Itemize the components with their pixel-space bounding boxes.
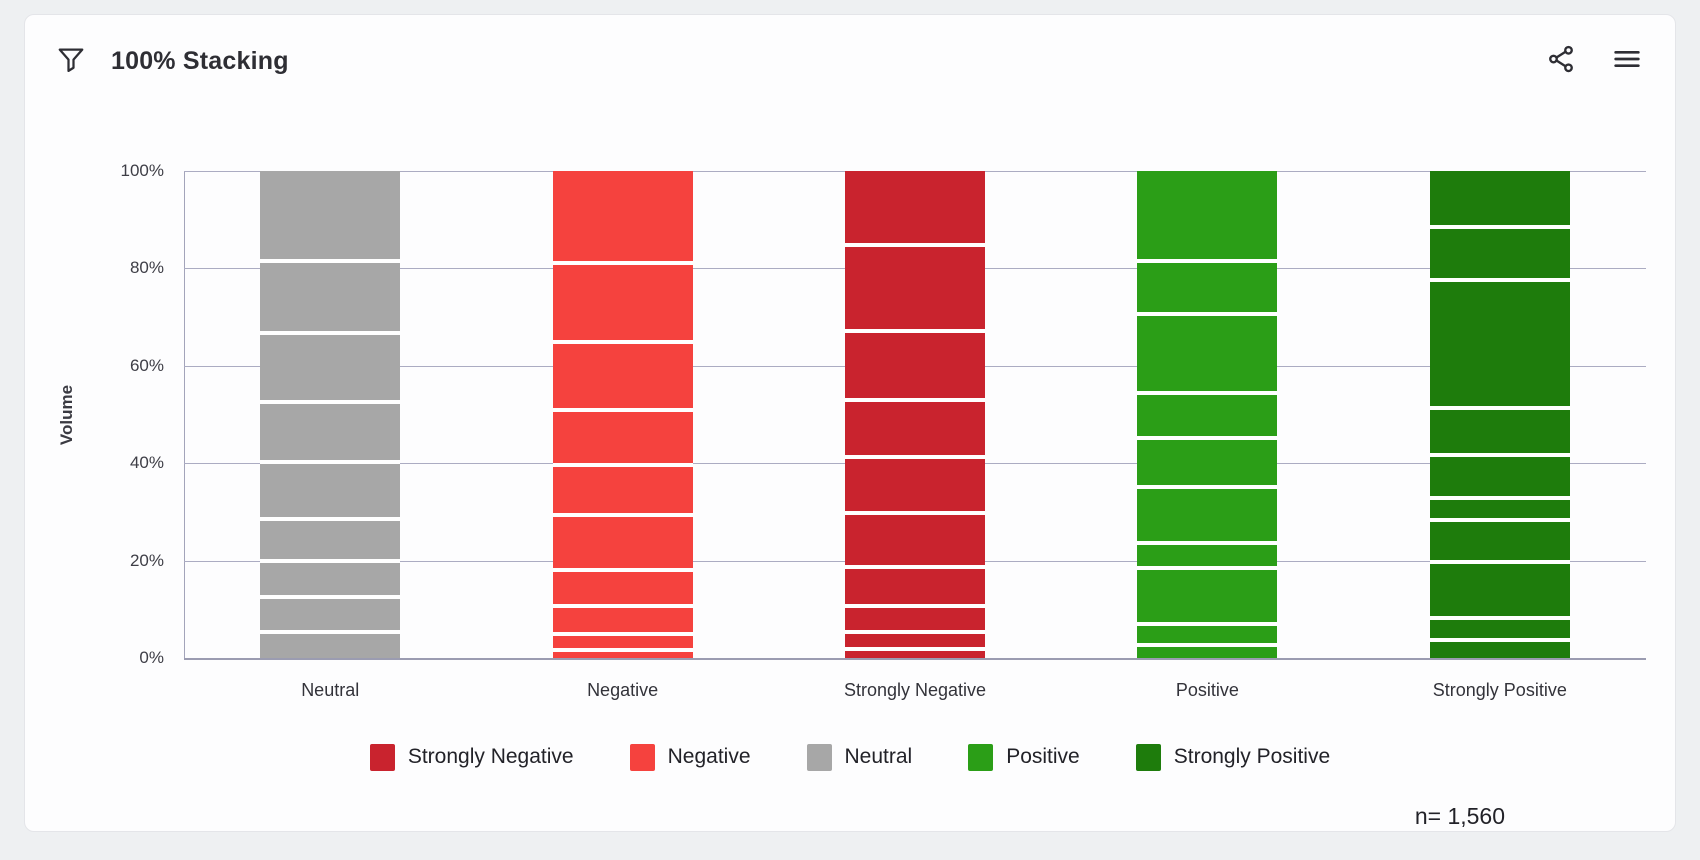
- legend-label: Strongly Negative: [407, 745, 574, 768]
- bar-segment[interactable]: [1429, 641, 1570, 658]
- bar-negative[interactable]: [552, 171, 693, 658]
- bar-segment[interactable]: [552, 467, 693, 517]
- x-axis-label-neutral: Neutral: [301, 680, 360, 700]
- bar-segment[interactable]: [845, 514, 985, 569]
- bar-segment[interactable]: [552, 171, 693, 265]
- bar-neutral[interactable]: [260, 171, 401, 658]
- legend-item-strongly-negative[interactable]: Strongly Negative: [369, 743, 574, 771]
- bar-segment[interactable]: [845, 171, 985, 247]
- legend: Strongly Negative Negative Neutral Positive…: [25, 737, 1675, 777]
- legend-label: Positive: [1006, 745, 1080, 768]
- bar-segment[interactable]: [845, 651, 985, 658]
- legend-label: Negative: [667, 745, 751, 768]
- filter-funnel-icon: [56, 44, 86, 74]
- bar-segment[interactable]: [845, 458, 985, 515]
- legend-swatch: [1135, 743, 1161, 771]
- bar-segment[interactable]: [260, 521, 401, 563]
- bar-segment[interactable]: [1429, 619, 1570, 642]
- bar-segment[interactable]: [260, 599, 401, 635]
- hamburger-menu-icon: [1611, 43, 1643, 75]
- y-axis-line: [184, 171, 185, 658]
- bar-segment[interactable]: [260, 403, 401, 465]
- y-tick-label-20: 20%: [129, 550, 164, 570]
- bar-segment[interactable]: [1137, 439, 1278, 489]
- bar-segment[interactable]: [1429, 456, 1570, 501]
- bar-segment[interactable]: [1137, 263, 1278, 317]
- bar-segment[interactable]: [845, 634, 985, 652]
- bar-segment[interactable]: [552, 607, 693, 637]
- bar-segment[interactable]: [260, 464, 401, 522]
- x-axis-label-strongly-negative: Strongly Negative: [843, 680, 987, 700]
- legend-item-neutral[interactable]: Neutral: [806, 743, 913, 771]
- y-tick-label-100: 100%: [120, 161, 164, 180]
- bar-segment[interactable]: [845, 246, 985, 334]
- legend-swatch: [629, 743, 655, 771]
- bar-segment[interactable]: [260, 335, 401, 404]
- filter-button[interactable]: [53, 41, 89, 77]
- legend-swatch: [369, 743, 395, 771]
- legend-item-positive[interactable]: Positive: [968, 743, 1080, 771]
- bar-strongly-negative[interactable]: [845, 171, 985, 658]
- y-tick-label-0: 0%: [139, 648, 164, 667]
- bar-segment[interactable]: [1429, 522, 1570, 564]
- legend-item-strongly-positive[interactable]: Strongly Positive: [1135, 743, 1331, 771]
- bar-segment[interactable]: [552, 636, 693, 653]
- bar-segment[interactable]: [552, 343, 693, 413]
- bar-segment[interactable]: [1137, 544, 1278, 570]
- x-axis-line: [184, 658, 1646, 660]
- bar-segment[interactable]: [1137, 646, 1278, 658]
- bar-segment[interactable]: [552, 652, 693, 658]
- x-axis-label-negative: Negative: [587, 680, 659, 700]
- bar-segment[interactable]: [552, 571, 693, 608]
- bar-segment[interactable]: [1137, 171, 1278, 264]
- bar-segment[interactable]: [260, 171, 401, 264]
- bar-strongly-positive[interactable]: [1429, 171, 1570, 658]
- bar-segment[interactable]: [845, 333, 985, 402]
- legend-swatch: [968, 743, 994, 771]
- bar-positive[interactable]: [1137, 171, 1278, 658]
- sample-size: n= 1,560: [1414, 803, 1505, 829]
- y-tick-label-80: 80%: [129, 258, 164, 278]
- chart-card: 100% Stacking Volume 0% 20% 40% 60% 80% 100% N…: [24, 14, 1676, 832]
- bar-segment[interactable]: [1429, 171, 1570, 229]
- y-tick-label-40: 40%: [129, 453, 164, 473]
- bar-segment[interactable]: [552, 412, 693, 468]
- bar-segment[interactable]: [260, 562, 401, 599]
- bar-segment[interactable]: [1137, 395, 1278, 440]
- bar-segment[interactable]: [552, 264, 693, 344]
- menu-button[interactable]: [1609, 41, 1645, 77]
- bar-segment[interactable]: [1137, 569, 1278, 626]
- bar-segment[interactable]: [260, 634, 401, 658]
- bar-segment[interactable]: [1429, 410, 1570, 457]
- plot-area: Volume 0% 20% 40% 60% 80% 100% Neutral Negative…: [57, 161, 1646, 700]
- bar-segment[interactable]: [1137, 625, 1278, 647]
- bar-segment[interactable]: [1137, 488, 1278, 545]
- bar-segment[interactable]: [1429, 500, 1570, 523]
- y-axis-title: Volume: [57, 384, 76, 446]
- bar-segment[interactable]: [1429, 228, 1570, 283]
- x-axis-label-positive: Positive: [1175, 680, 1239, 700]
- bar-segment[interactable]: [1429, 282, 1570, 411]
- bar-segment[interactable]: [845, 607, 985, 635]
- page-title: 100% Stacking: [111, 47, 289, 75]
- share-icon: [1546, 44, 1576, 74]
- bar-segment[interactable]: [260, 263, 401, 336]
- bar-segment[interactable]: [845, 401, 985, 459]
- legend-swatch: [806, 743, 832, 771]
- y-tick-label-60: 60%: [129, 355, 164, 375]
- bar-segment[interactable]: [1429, 563, 1570, 620]
- share-button[interactable]: [1543, 41, 1579, 77]
- bar-segment[interactable]: [1137, 316, 1278, 395]
- bar-segment[interactable]: [845, 568, 985, 608]
- legend-label: Strongly Positive: [1173, 745, 1331, 768]
- legend-label: Neutral: [844, 745, 913, 768]
- x-axis-label-strongly-positive: Strongly Positive: [1432, 680, 1567, 700]
- bar-segment[interactable]: [552, 516, 693, 572]
- legend-item-negative[interactable]: Negative: [629, 743, 751, 771]
